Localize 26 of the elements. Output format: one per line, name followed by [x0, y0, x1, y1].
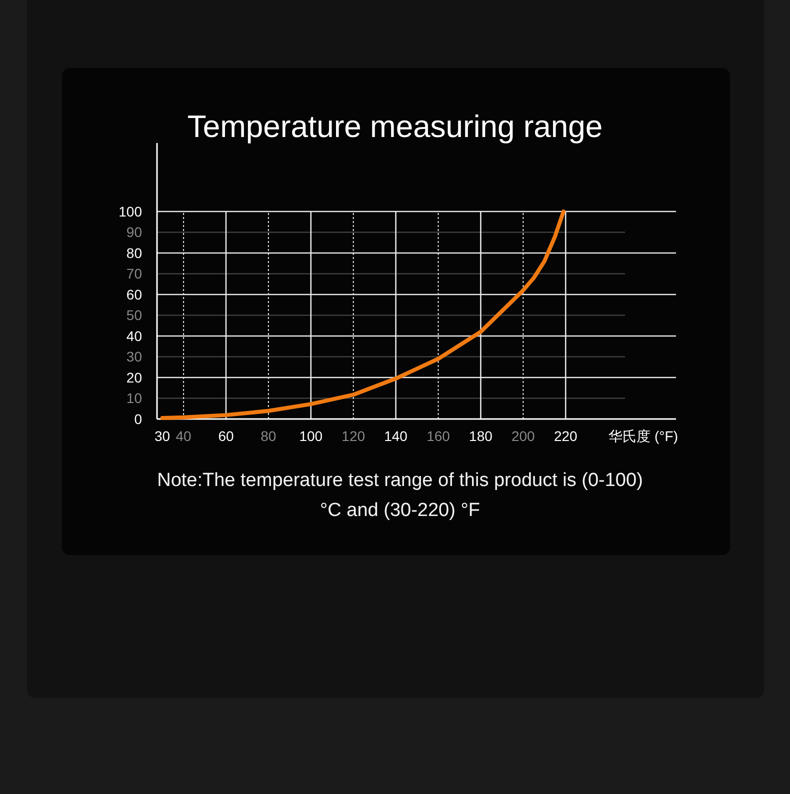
- x-tick-label: 60: [218, 428, 234, 444]
- y-tick-label: 10: [126, 390, 142, 406]
- x-axis-title: 华氏度 (°F): [608, 428, 678, 444]
- y-tick-label: 30: [126, 348, 142, 365]
- x-tick-label: 200: [511, 428, 536, 444]
- text: Note:The temperature test range of this product is (0-100) °C and (30-220) °F: [156, 469, 644, 523]
- x-tick-label: 40: [176, 428, 192, 444]
- x-tick-label: 120: [342, 428, 366, 444]
- y-tick-label: 100: [118, 203, 142, 220]
- y-tick-label: 20: [126, 369, 142, 386]
- x-tick-label: 30: [154, 428, 170, 444]
- y-tick-label: 70: [126, 266, 142, 282]
- y-tick-label: 50: [126, 307, 142, 324]
- y-tick-label: 90: [126, 224, 142, 240]
- line-series: [160, 209, 566, 420]
- x-tick-label: 140: [384, 428, 408, 444]
- x-tick-label: 160: [426, 428, 450, 444]
- x-tick-label: 100: [299, 428, 323, 444]
- y-tick-label: 80: [126, 244, 142, 261]
- x-tick-label: 180: [469, 428, 493, 444]
- x-tick-label: 220: [554, 428, 578, 444]
- x-tick-label: 80: [260, 428, 276, 444]
- y-tick-label: 60: [126, 286, 142, 302]
- chart-title: Temperature measuring range: [187, 109, 603, 144]
- y-tick-label: 40: [126, 328, 142, 344]
- y-tick-label: 0: [134, 411, 142, 427]
